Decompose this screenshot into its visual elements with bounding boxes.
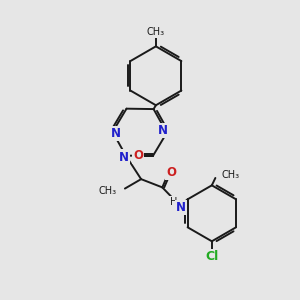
- Text: H: H: [170, 197, 177, 207]
- Text: N: N: [158, 124, 168, 137]
- Text: O: O: [166, 166, 176, 178]
- Text: N: N: [111, 127, 121, 140]
- Text: CH₃: CH₃: [147, 27, 165, 37]
- Text: Cl: Cl: [205, 250, 218, 263]
- Text: N: N: [118, 151, 128, 164]
- Text: O: O: [133, 149, 143, 163]
- Text: CH₃: CH₃: [98, 186, 117, 196]
- Text: N: N: [176, 201, 186, 214]
- Text: CH₃: CH₃: [222, 170, 240, 180]
